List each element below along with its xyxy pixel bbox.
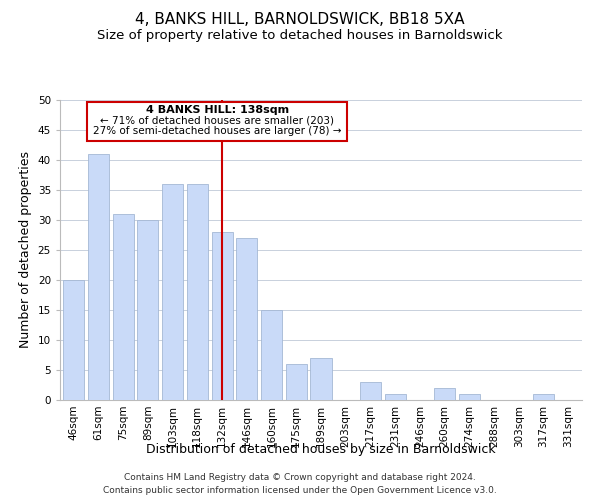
Bar [434,388,455,400]
Bar [137,220,158,400]
Text: ← 71% of detached houses are smaller (203): ← 71% of detached houses are smaller (20… [100,116,334,126]
Bar [162,184,183,400]
Bar [187,184,208,400]
Bar [113,214,134,400]
FancyBboxPatch shape [87,102,347,141]
Text: 4 BANKS HILL: 138sqm: 4 BANKS HILL: 138sqm [146,105,289,115]
Text: Contains public sector information licensed under the Open Government Licence v3: Contains public sector information licen… [103,486,497,495]
Bar [261,310,282,400]
Bar [236,238,257,400]
Text: 4, BANKS HILL, BARNOLDSWICK, BB18 5XA: 4, BANKS HILL, BARNOLDSWICK, BB18 5XA [135,12,465,28]
Bar [385,394,406,400]
Text: Size of property relative to detached houses in Barnoldswick: Size of property relative to detached ho… [97,29,503,42]
Bar [286,364,307,400]
Bar [310,358,332,400]
Bar [88,154,109,400]
Text: Distribution of detached houses by size in Barnoldswick: Distribution of detached houses by size … [146,442,496,456]
Text: 27% of semi-detached houses are larger (78) →: 27% of semi-detached houses are larger (… [93,126,341,136]
Bar [63,280,84,400]
Bar [459,394,480,400]
Text: Contains HM Land Registry data © Crown copyright and database right 2024.: Contains HM Land Registry data © Crown c… [124,472,476,482]
Bar [360,382,381,400]
Y-axis label: Number of detached properties: Number of detached properties [19,152,32,348]
Bar [212,232,233,400]
Bar [533,394,554,400]
